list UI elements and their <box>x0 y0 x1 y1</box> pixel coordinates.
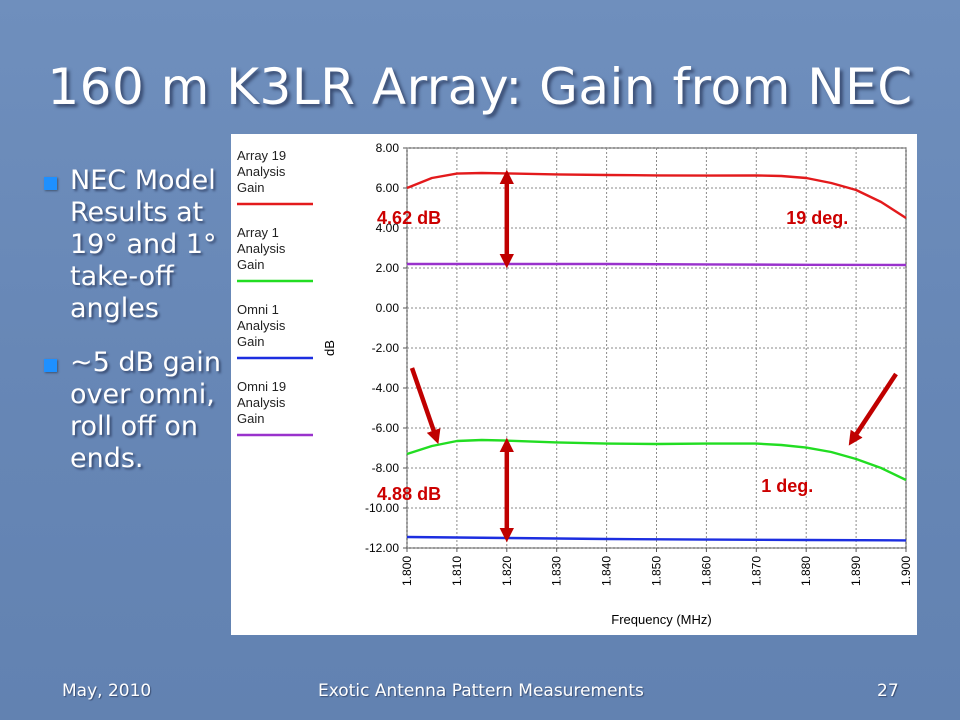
annotation-label: 1 deg. <box>761 476 813 496</box>
legend-label: Gain <box>237 180 264 195</box>
x-tick-label: 1.800 <box>400 556 414 586</box>
series-line <box>406 438 907 482</box>
footer-title: Exotic Antenna Pattern Measurements <box>318 681 644 701</box>
series-line <box>407 262 907 267</box>
legend-label: Omni 1 <box>237 302 279 317</box>
bullet-list: NEC Model Results at 19° and 1° take-off… <box>44 165 224 497</box>
bullet-text: ~5 dB gain over omni, roll off on ends. <box>70 347 221 474</box>
legend-label: Analysis <box>237 241 286 256</box>
legend-label: Gain <box>237 257 264 272</box>
y-tick-label: 6.00 <box>376 181 400 195</box>
x-tick-label: 1.830 <box>550 556 564 586</box>
slide-title: 160 m K3LR Array: Gain from NEC <box>47 58 913 116</box>
legend-label: Gain <box>237 411 264 426</box>
annotation-label: 4.88 dB <box>377 484 441 504</box>
y-tick-label: 0.00 <box>376 301 400 315</box>
y-tick-label: -12.00 <box>365 541 399 555</box>
legend-label: Array 19 <box>237 148 286 163</box>
y-tick-label: 8.00 <box>376 141 400 155</box>
y-tick-label: -6.00 <box>372 421 400 435</box>
x-tick-label: 1.840 <box>600 556 614 586</box>
legend-label: Array 1 <box>237 225 279 240</box>
square-bullet-icon <box>44 177 57 190</box>
x-tick-label: 1.820 <box>500 556 514 586</box>
legend-label: Omni 19 <box>237 379 286 394</box>
square-bullet-icon <box>44 359 57 372</box>
y-axis-label: dB <box>322 340 337 356</box>
x-tick-label: 1.900 <box>899 556 913 586</box>
x-axis-label: Frequency (MHz) <box>611 612 711 627</box>
footer-date: May, 2010 <box>62 681 152 701</box>
x-tick-label: 1.880 <box>799 556 813 586</box>
bullet-item: NEC Model Results at 19° and 1° take-off… <box>44 165 224 325</box>
arrow <box>409 367 441 445</box>
arrow <box>848 372 898 446</box>
y-tick-label: -8.00 <box>372 461 400 475</box>
x-tick-label: 1.810 <box>450 556 464 586</box>
series-line <box>406 535 907 542</box>
legend-label: Analysis <box>237 395 286 410</box>
annotation-label: 4.62 dB <box>377 208 441 228</box>
x-tick-label: 1.870 <box>749 556 763 586</box>
x-tick-label: 1.890 <box>849 556 863 586</box>
chart-panel: 8.00 6.00 4.00 2.00 0.00 -2.00 -4.00 -6.00 -8.00… <box>231 134 917 635</box>
x-tick-label: 1.860 <box>699 556 713 586</box>
x-tick-label: 1.850 <box>650 556 664 586</box>
legend-label: Gain <box>237 334 264 349</box>
y-tick-label: -2.00 <box>372 341 400 355</box>
legend-label: Analysis <box>237 164 286 179</box>
bullet-item: ~5 dB gain over omni, roll off on ends. <box>44 347 224 475</box>
y-tick-label: -4.00 <box>372 381 400 395</box>
footer-page-number: 27 <box>877 681 899 701</box>
series-line <box>406 171 907 220</box>
y-tick-label: -10.00 <box>365 501 399 515</box>
y-tick-label: 2.00 <box>376 261 400 275</box>
bullet-text: NEC Model Results at 19° and 1° take-off… <box>70 165 217 324</box>
annotation-label: 19 deg. <box>786 208 848 228</box>
y-tick-label: 4.00 <box>376 221 400 235</box>
gain-chart: 8.00 6.00 4.00 2.00 0.00 -2.00 -4.00 -6.00 -8.00… <box>237 141 913 627</box>
legend-label: Analysis <box>237 318 286 333</box>
